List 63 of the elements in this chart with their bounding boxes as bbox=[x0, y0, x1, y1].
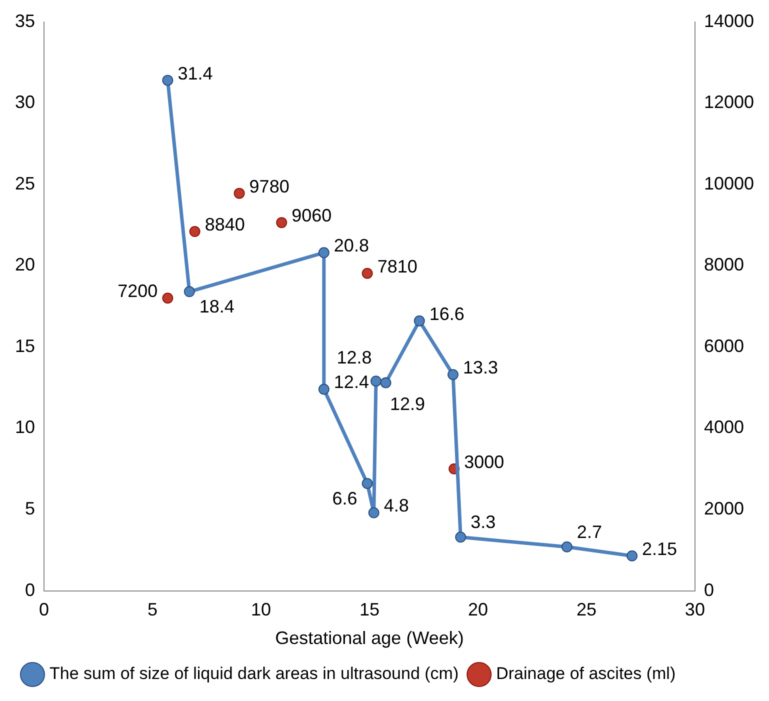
x-tick-label: 5 bbox=[148, 600, 158, 620]
point bbox=[561, 541, 572, 552]
data-label: 9060 bbox=[292, 206, 332, 226]
y-tick-label: 25 bbox=[14, 173, 36, 194]
point bbox=[318, 384, 330, 395]
point bbox=[455, 532, 466, 543]
data-label: 3.3 bbox=[470, 512, 496, 532]
legend-label: The sum of size of liquid dark areas in ultrasound (cm) bbox=[50, 664, 459, 684]
y2-tick-label: 14000 bbox=[704, 10, 754, 31]
x-tick-label: 20 bbox=[468, 600, 488, 620]
y-tick-label: 15 bbox=[14, 336, 36, 356]
data-label: 12.4 bbox=[334, 372, 369, 392]
y2-tick-label: 4000 bbox=[704, 417, 744, 438]
point bbox=[626, 550, 638, 562]
point bbox=[162, 74, 174, 86]
y-tick-label: 30 bbox=[14, 92, 36, 112]
y2-tick-label: 8000 bbox=[704, 254, 744, 275]
y-tick-label: 35 bbox=[14, 10, 36, 31]
x-tick-label: 25 bbox=[576, 600, 596, 620]
data-label: 31.4 bbox=[178, 63, 213, 84]
point bbox=[370, 376, 382, 387]
y2-tick-label: 12000 bbox=[704, 92, 754, 112]
data-label: 13.3 bbox=[463, 358, 498, 378]
y-tick-label: 5 bbox=[25, 498, 36, 518]
y-tick-label: 0 bbox=[25, 580, 36, 600]
data-label: 18.4 bbox=[199, 296, 234, 317]
data-label: 9780 bbox=[249, 176, 290, 196]
data-label: 2.15 bbox=[642, 538, 678, 559]
point bbox=[184, 286, 195, 298]
point bbox=[362, 268, 373, 279]
legend-label: Drainage of ascites (ml) bbox=[496, 664, 676, 684]
point bbox=[234, 188, 245, 199]
data-label: 4.8 bbox=[384, 496, 409, 516]
y-tick-label: 10 bbox=[14, 417, 36, 438]
point bbox=[189, 226, 200, 238]
data-label: 16.6 bbox=[429, 304, 464, 324]
y2-tick-label: 6000 bbox=[704, 336, 744, 356]
x-tick-label: 30 bbox=[684, 600, 705, 620]
y2-tick-label: 10000 bbox=[704, 173, 754, 194]
x-tick-label: 15 bbox=[359, 600, 380, 620]
x-axis-title: Gestational age (Week) bbox=[275, 628, 464, 648]
data-label: 7810 bbox=[377, 256, 418, 276]
point bbox=[448, 369, 459, 380]
data-label: 20.8 bbox=[334, 236, 369, 256]
point bbox=[380, 377, 392, 388]
y-tick-label: 20 bbox=[14, 254, 36, 275]
point bbox=[276, 217, 288, 228]
x-tick-label: 10 bbox=[250, 600, 272, 620]
y2-tick-label: 2000 bbox=[704, 498, 744, 518]
y2-tick-label: 0 bbox=[704, 580, 714, 600]
point bbox=[362, 478, 373, 490]
data-label: 2.7 bbox=[576, 522, 602, 542]
point bbox=[318, 247, 330, 258]
point bbox=[414, 315, 425, 326]
data-label: 12.9 bbox=[390, 394, 426, 414]
data-label: 3000 bbox=[464, 452, 504, 472]
point bbox=[368, 507, 380, 518]
data-label: 12.8 bbox=[336, 348, 372, 368]
data-label: 6.6 bbox=[332, 488, 358, 508]
point bbox=[162, 292, 174, 304]
data-label: 8840 bbox=[204, 214, 245, 234]
x-tick-label: 0 bbox=[39, 600, 50, 620]
data-label: 7200 bbox=[118, 281, 158, 302]
